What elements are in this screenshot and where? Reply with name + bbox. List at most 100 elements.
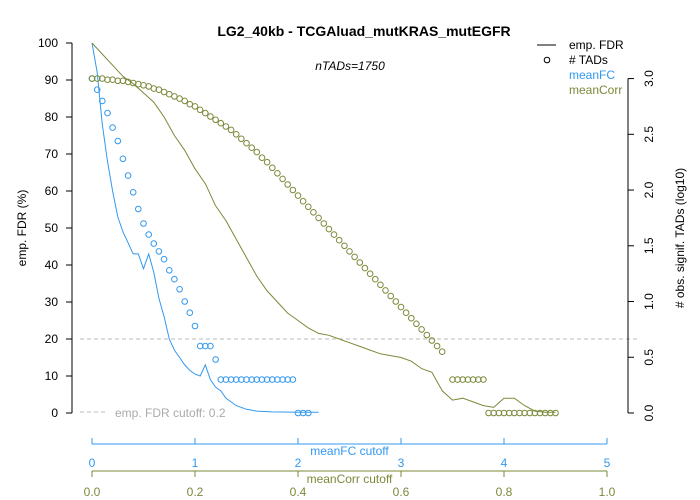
meancorr-axis-label: meanCorr cutoff: [307, 472, 393, 486]
legend-circle-swatch: [543, 56, 551, 64]
left-axis-tick-label: 80: [45, 110, 59, 124]
meancorr-tads-point: [377, 281, 384, 289]
meancorr-tads-point: [438, 348, 446, 356]
meancorr-tads-point: [382, 287, 389, 294]
meancorr-tads-point: [274, 170, 281, 177]
meanfc-axis-tick-label: 2: [295, 456, 302, 470]
meancorr-tads-point: [196, 106, 204, 114]
meanfc-tads-point: [93, 86, 101, 93]
meancorr-tads-point: [330, 231, 338, 238]
left-axis-tick-label: 0: [51, 406, 58, 420]
meancorr-tads-point: [459, 376, 467, 383]
meanfc-axis-tick-label: 0: [89, 456, 96, 470]
meancorr-tads-point: [305, 203, 312, 211]
meancorr-tads-point: [475, 376, 482, 383]
meancorr-tads-point: [552, 409, 559, 417]
left-axis-tick-label: 30: [45, 295, 59, 309]
meancorr-axis-tick-label: 0.8: [496, 485, 513, 499]
meanfc-tads-point: [150, 240, 158, 247]
meancorr-tads-point: [217, 119, 225, 127]
meanfc-tads-point: [166, 267, 173, 274]
fdr-cutoff-label: emp. FDR cutoff: 0.2: [115, 406, 226, 420]
meanfc-tads-point: [186, 309, 194, 317]
meancorr-tads-point: [289, 186, 297, 194]
meancorr-axis-tick-label: 1.0: [599, 485, 616, 499]
meanfc-tads-point: [145, 231, 152, 238]
meancorr-tads-point: [480, 376, 487, 383]
meancorr-tads-point: [294, 192, 302, 199]
meanfc-tads-point: [269, 376, 276, 383]
meancorr-tads-point: [418, 326, 425, 333]
meanfc-tads-point: [171, 275, 178, 283]
meancorr-tads-point: [346, 248, 353, 255]
meanfc-tads-point: [207, 342, 214, 350]
meancorr-tads-point: [315, 214, 322, 222]
meancorr-tads-point: [402, 309, 410, 317]
axes: 01020304050607080901000.00.51.01.52.02.5…: [38, 36, 656, 499]
meancorr-tads-point: [531, 409, 539, 417]
meancorr-tads-point: [485, 409, 492, 417]
meancorr-tads-point: [253, 148, 261, 156]
meanfc-tads-point: [124, 172, 132, 179]
right-axis-tick-label: 0.0: [642, 404, 656, 421]
meancorr-tads-point: [387, 292, 395, 300]
legend-item-label: meanFC: [569, 68, 615, 82]
left-axis-tick-label: 70: [45, 147, 59, 161]
meancorr-tads-point: [238, 135, 245, 143]
meancorr-tads-point: [413, 320, 420, 328]
legend-item-label: meanCorr: [569, 83, 622, 97]
meanfc-tads-point: [248, 376, 255, 383]
meancorr-tads-point: [449, 376, 456, 383]
meanfc-tads-point: [227, 376, 235, 383]
meanfc-axis-tick-label: 5: [604, 456, 611, 470]
meanfc-tads-point: [135, 205, 142, 213]
meanfc-tads-point: [289, 376, 297, 383]
meanfc-axis-tick-label: 3: [398, 456, 405, 470]
meancorr-tads-point: [284, 181, 292, 188]
meanfc-tads-point: [217, 376, 225, 383]
meancorr-tads-point: [423, 331, 431, 339]
meancorr-tads-point: [428, 337, 436, 344]
chart-title: LG2_40kb - TCGAluad_mutKRAS_mutEGFR: [217, 23, 510, 39]
meancorr-tads-point: [335, 236, 343, 244]
meancorr-axis-tick-label: 0.4: [290, 485, 307, 499]
meancorr-tads-point: [505, 409, 513, 417]
meanfc-tads-point: [279, 376, 286, 383]
meanfc-tads-point: [119, 155, 127, 163]
meanfc-tads-point: [181, 298, 188, 305]
meancorr-tads-point: [341, 242, 348, 250]
meanfc-tads-point: [202, 342, 209, 350]
meancorr-tads-point: [212, 116, 219, 124]
left-axis-tick-label: 100: [38, 36, 58, 50]
meancorr-axis-tick-label: 0.2: [187, 485, 204, 499]
left-axis-tick-label: 50: [45, 221, 59, 235]
meancorr-tads-point: [140, 82, 147, 89]
meanfc-tads-point: [191, 322, 199, 330]
meancorr-tads-point: [408, 314, 415, 322]
meanfc-tads-point: [160, 255, 168, 263]
left-axis-tick-label: 10: [45, 369, 59, 383]
meancorr-tads-point: [397, 303, 405, 311]
meancorr-tads-point: [279, 175, 286, 183]
meanfc-tads-point: [294, 409, 302, 417]
meancorr-tads-point: [356, 259, 364, 266]
meancorr-tads-point: [191, 103, 199, 110]
meancorr-axis-tick-label: 0.6: [393, 485, 410, 499]
meanfc-tads-point: [114, 137, 122, 145]
meanfc-axis-tick-label: 4: [501, 456, 508, 470]
left-axis-tick-label: 20: [45, 332, 59, 346]
meancorr-axis-tick-label: 0.0: [84, 485, 101, 499]
right-axis-tick-label: 1.5: [642, 237, 656, 254]
meancorr-tads-point: [135, 80, 142, 88]
meanfc-tads-point: [212, 356, 219, 363]
meancorr-tads-point: [310, 209, 317, 216]
meancorr-tads-point: [361, 264, 369, 272]
legend-item-label: # TADs: [569, 53, 608, 67]
right-axis-tick-label: 3.0: [642, 70, 656, 87]
meancorr-tads-point: [227, 126, 235, 134]
meancorr-tads-point: [258, 154, 266, 161]
chart-subtitle: nTADs=1750: [315, 59, 385, 73]
meanfc-tads-point: [104, 109, 111, 117]
